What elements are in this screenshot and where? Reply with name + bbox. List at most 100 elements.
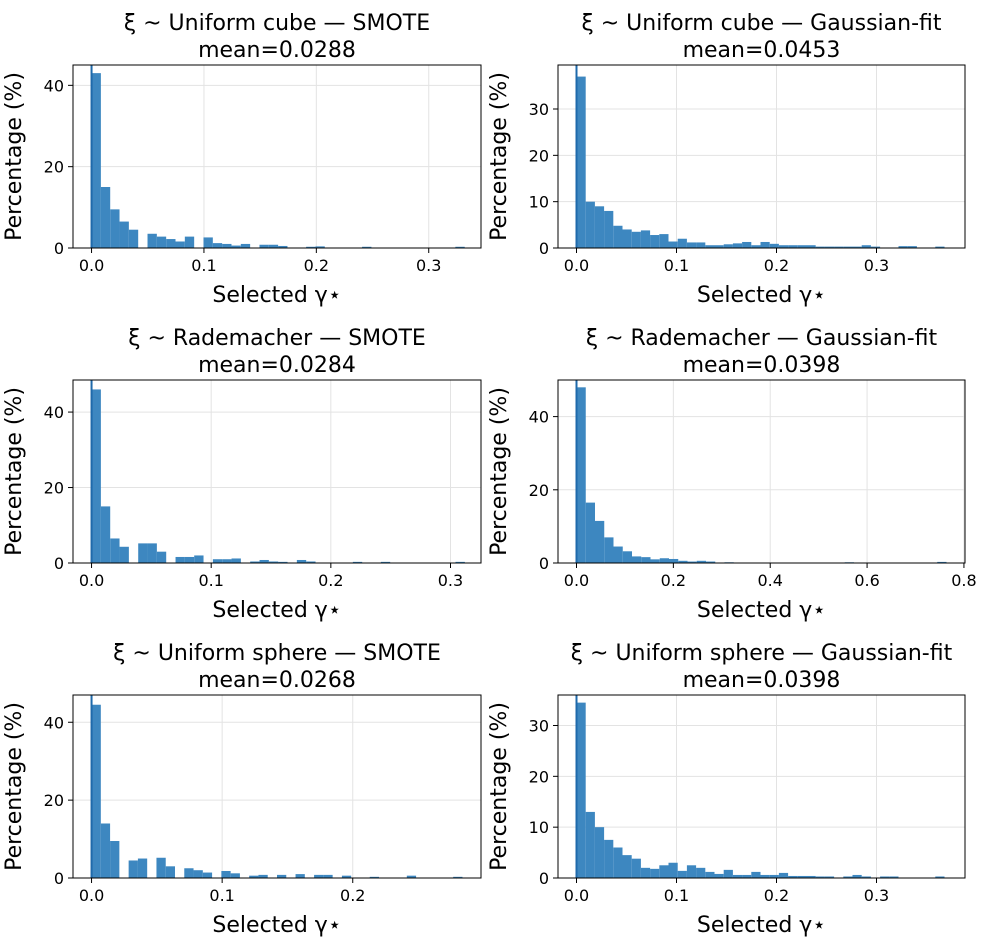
- x-tick-label: 0.2: [304, 256, 329, 275]
- histogram-bar: [788, 875, 798, 878]
- histogram-bar: [278, 245, 288, 248]
- x-tick-label: 0.3: [438, 571, 463, 590]
- subplot-3: 0.0 0.1 0.2 0.3 0 20 40 ξ ~ Rademacher — SMOTEm…: [2, 326, 482, 623]
- histogram-bar: [576, 702, 586, 878]
- mean-label: mean=0.0453: [683, 38, 841, 63]
- histogram-bar: [222, 243, 232, 248]
- y-axis-label: Percentage (%): [487, 387, 512, 556]
- histogram-bar: [732, 874, 743, 878]
- histogram-bar: [156, 236, 167, 248]
- y-tick-label: 0: [539, 869, 549, 888]
- histogram-bar: [742, 241, 752, 248]
- x-tick-label: 0.0: [564, 571, 589, 590]
- histogram-bar: [706, 561, 716, 563]
- histogram-bar: [622, 551, 632, 563]
- histogram-bar: [259, 559, 269, 563]
- histogram-bar: [380, 561, 391, 563]
- subplot-5: 0.0 0.1 0.2 0 20 40 ξ ~ Uniform sphere — SMOTE…: [2, 641, 482, 938]
- histogram-bar: [677, 870, 687, 878]
- y-tick-label: 20: [44, 791, 64, 810]
- histogram-bar: [659, 234, 669, 248]
- x-tick-label: 0.0: [79, 256, 104, 275]
- histogram-bar: [650, 559, 660, 563]
- histogram-bar: [769, 874, 779, 878]
- histogram-bar: [455, 561, 465, 563]
- histogram-bar: [861, 245, 871, 248]
- y-tick-label: 40: [44, 76, 64, 95]
- axes-frame: [557, 694, 966, 879]
- histogram-bar: [315, 246, 325, 248]
- histogram-bar: [631, 858, 641, 878]
- histogram-bar: [184, 236, 195, 248]
- histogram-bar: [824, 246, 835, 248]
- histogram-bar: [91, 73, 101, 248]
- y-axis-label: Percentage (%): [487, 72, 512, 241]
- x-axis-label: Selected γ⋆: [212, 598, 341, 623]
- histogram-bar: [147, 233, 157, 248]
- x-tick-label: 0.6: [854, 571, 879, 590]
- histogram-bar: [231, 558, 241, 563]
- histogram-bar: [659, 865, 669, 878]
- histogram-bar: [815, 246, 825, 248]
- histogram-bar: [594, 206, 605, 248]
- histogram-bar: [631, 231, 641, 248]
- histogram-bar: [306, 561, 316, 563]
- histogram-bar: [147, 543, 157, 563]
- x-tick-label: 0.8: [951, 571, 976, 590]
- x-tick-label: 0.0: [564, 256, 589, 275]
- mean-label: mean=0.0284: [198, 353, 356, 378]
- histogram-bar: [677, 238, 687, 248]
- histogram-bar: [889, 876, 899, 878]
- histogram-bar: [212, 559, 223, 563]
- x-tick-label: 0.1: [664, 256, 689, 275]
- histogram-bar: [166, 239, 176, 248]
- histogram-bar: [259, 244, 269, 248]
- axes-frame: [72, 379, 482, 564]
- histogram-bar: [669, 558, 679, 563]
- histogram-bar: [613, 225, 623, 248]
- y-tick-label: 0: [539, 239, 549, 258]
- y-tick-label: 20: [44, 158, 64, 177]
- y-tick-label: 20: [529, 146, 549, 165]
- histogram-bar: [240, 243, 251, 248]
- histogram-bar: [604, 537, 614, 563]
- x-tick-label: 0.4: [757, 571, 782, 590]
- y-axis-label: Percentage (%): [2, 702, 27, 871]
- histogram-bar: [362, 246, 372, 248]
- histogram-bar: [222, 559, 232, 563]
- histogram-bar: [806, 875, 816, 878]
- axes-frame: [72, 64, 482, 249]
- histogram-bar: [184, 868, 194, 878]
- y-tick-label: 10: [529, 818, 549, 837]
- histogram-bar: [751, 871, 761, 878]
- histogram-bar: [203, 237, 213, 248]
- subplot-6: 0.0 0.1 0.2 0.3 0 10 20 30 ξ ~ Uniform sphere — …: [487, 641, 966, 938]
- histogram-bar: [742, 874, 752, 878]
- histogram-bar: [843, 246, 853, 248]
- mean-label: mean=0.0398: [683, 353, 841, 378]
- histogram-bar: [769, 243, 779, 248]
- x-axis-label: Selected γ⋆: [697, 598, 826, 623]
- x-tick-label: 0.2: [764, 256, 789, 275]
- mean-label: mean=0.0398: [683, 668, 841, 693]
- histogram-bar: [231, 245, 241, 248]
- histogram-bar: [594, 827, 605, 878]
- x-axis-label: Selected γ⋆: [697, 283, 826, 308]
- axes-frame: [557, 379, 966, 564]
- histogram-bar: [760, 241, 770, 248]
- histogram-bar: [622, 855, 632, 878]
- histogram-bar: [880, 876, 890, 878]
- histogram-bar: [640, 230, 651, 248]
- histogram-bar: [937, 561, 947, 563]
- histogram-bar: [723, 869, 733, 878]
- histogram-bar: [221, 870, 231, 878]
- histogram-bar: [352, 561, 363, 563]
- histogram-bar: [175, 241, 185, 248]
- x-tick-label: 0.1: [209, 886, 234, 905]
- histogram-bar: [165, 866, 175, 878]
- histogram-bar: [258, 874, 268, 878]
- histogram-bar: [935, 876, 945, 878]
- histogram-bar: [622, 229, 632, 248]
- histogram-bar: [156, 857, 166, 878]
- histogram-bar: [797, 245, 807, 248]
